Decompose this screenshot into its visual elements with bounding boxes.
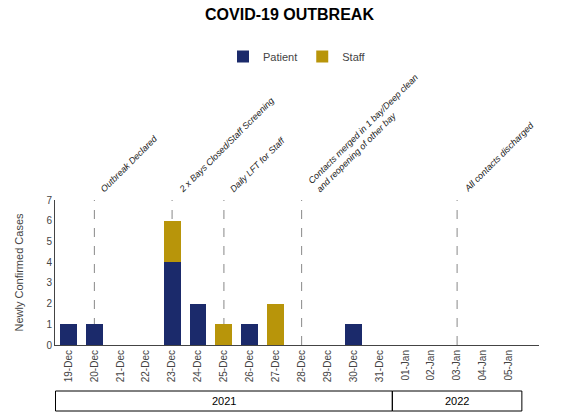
svg-text:2 x Bays Closed/Staff Screenin: 2 x Bays Closed/Staff Screening	[177, 96, 276, 195]
svg-text:31-Dec: 31-Dec	[374, 350, 385, 382]
svg-text:19-Dec: 19-Dec	[63, 350, 74, 382]
svg-text:04-Jan: 04-Jan	[477, 350, 488, 381]
svg-text:2021: 2021	[212, 395, 236, 407]
svg-text:Staff: Staff	[342, 51, 365, 63]
svg-text:05-Jan: 05-Jan	[503, 350, 514, 381]
svg-text:4: 4	[46, 257, 52, 268]
svg-text:26-Dec: 26-Dec	[244, 350, 255, 382]
svg-text:3: 3	[46, 277, 52, 288]
svg-text:22-Dec: 22-Dec	[140, 350, 151, 382]
svg-text:Patient: Patient	[263, 51, 297, 63]
svg-text:20-Dec: 20-Dec	[89, 350, 100, 382]
svg-text:COVID-19 OUTBREAK: COVID-19 OUTBREAK	[205, 6, 374, 23]
svg-text:25-Dec: 25-Dec	[218, 350, 229, 382]
svg-text:5: 5	[46, 236, 52, 247]
svg-text:28-Dec: 28-Dec	[296, 350, 307, 382]
svg-text:7: 7	[46, 195, 52, 206]
svg-text:27-Dec: 27-Dec	[270, 350, 281, 382]
svg-text:6: 6	[46, 215, 52, 226]
svg-text:02-Jan: 02-Jan	[425, 350, 436, 381]
svg-text:21-Dec: 21-Dec	[115, 350, 126, 382]
svg-text:03-Jan: 03-Jan	[451, 350, 462, 381]
svg-text:01-Jan: 01-Jan	[400, 350, 411, 381]
svg-text:Outbreak Declared: Outbreak Declared	[99, 133, 160, 194]
svg-text:All contacts discharged: All contacts discharged	[462, 120, 536, 194]
svg-text:2: 2	[46, 298, 52, 309]
svg-text:29-Dec: 29-Dec	[322, 350, 333, 382]
svg-text:0: 0	[46, 340, 52, 351]
svg-text:24-Dec: 24-Dec	[192, 350, 203, 382]
svg-text:Contacts merged in 1 bay/Deep: Contacts merged in 1 bay/Deep cleanand r…	[306, 72, 428, 194]
svg-text:30-Dec: 30-Dec	[348, 350, 359, 382]
svg-text:Newly Confirmed Cases: Newly Confirmed Cases	[13, 213, 25, 331]
svg-text:23-Dec: 23-Dec	[166, 350, 177, 382]
svg-text:1: 1	[46, 319, 52, 330]
svg-text:2022: 2022	[445, 395, 469, 407]
svg-text:Daily LFT for Staff: Daily LFT for Staff	[228, 135, 287, 194]
